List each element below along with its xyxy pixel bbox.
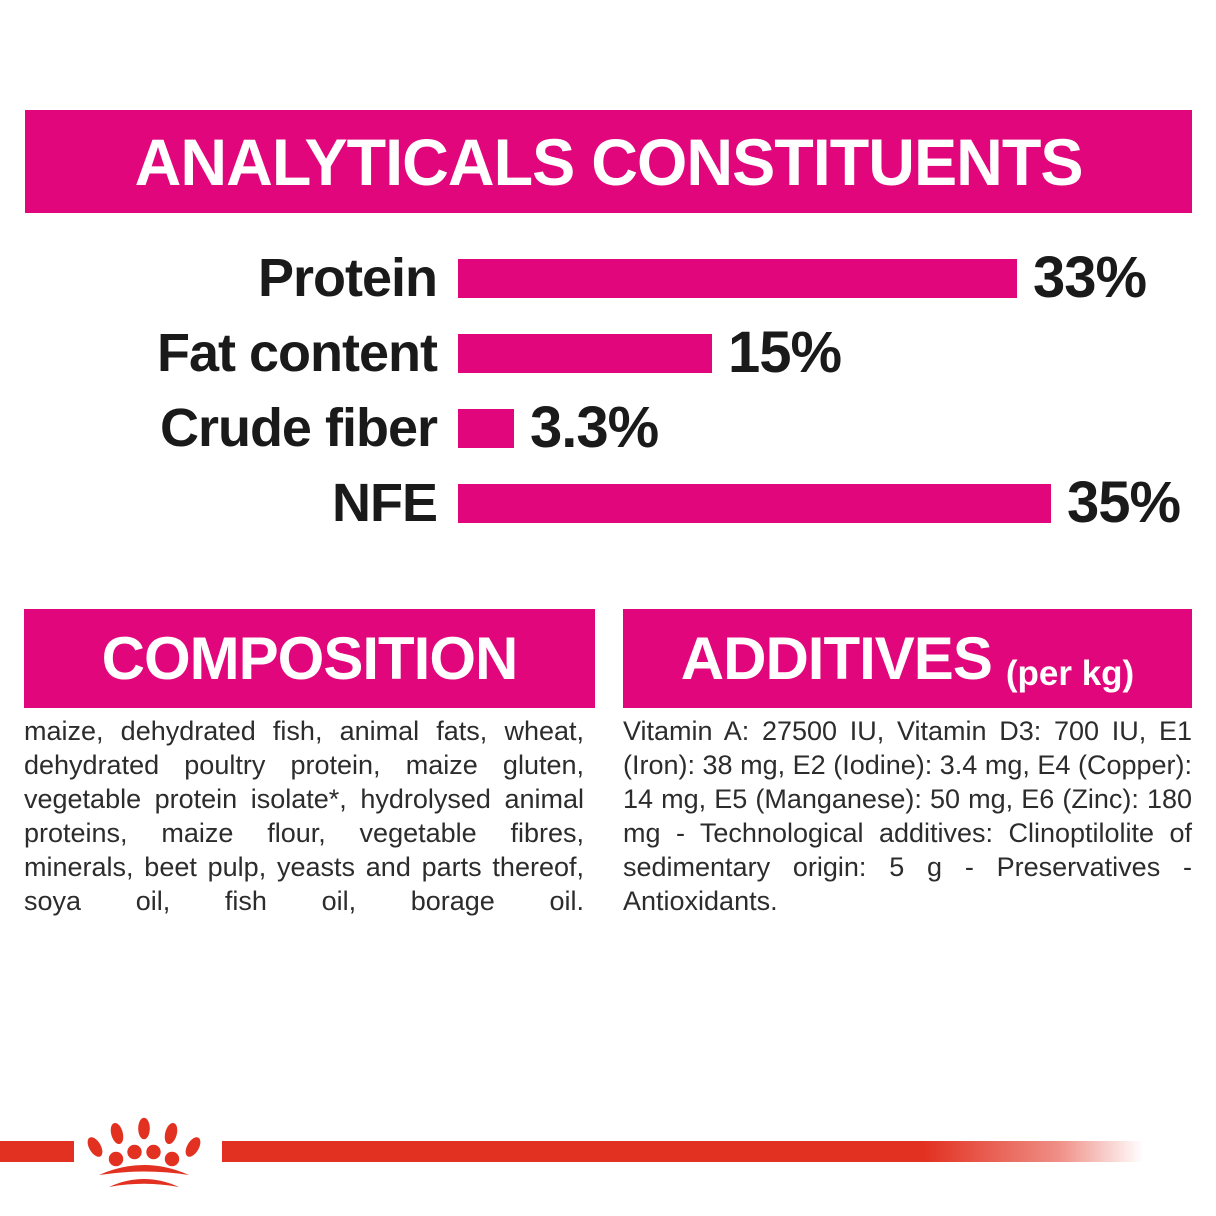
additives-title-row: ADDITIVES (per kg) <box>681 609 1134 708</box>
bar-row-fat-content: Fat content 15% <box>0 320 842 385</box>
bar-label-protein: Protein <box>257 248 438 308</box>
bar-value-crude-fiber: 3.3% <box>530 395 659 460</box>
composition-title: COMPOSITION <box>101 625 519 692</box>
composition-banner: COMPOSITION <box>24 609 595 708</box>
bar-label-nfe: NFE <box>332 473 438 533</box>
additives-unit-label: (per kg) <box>1005 654 1135 693</box>
additives-body: Vitamin A: 27500 IU, Vitamin D3: 700 IU,… <box>623 716 1192 916</box>
bar-label-fat-content: Fat content <box>157 323 438 383</box>
bar-row-crude-fiber: Crude fiber 3.3% <box>0 395 659 460</box>
bar-value-fat-content: 15% <box>728 320 842 385</box>
additives-title: ADDITIVES <box>680 625 993 692</box>
analyticals-constituents-title: ANALYTICALS CONSTITUENTS <box>134 124 1084 199</box>
bar-row-nfe: NFE 35% <box>0 470 1181 535</box>
footer-red-stripe <box>0 1141 1216 1162</box>
bar-label-crude-fiber: Crude fiber <box>159 398 438 458</box>
bar-row-protein: Protein 33% <box>0 245 1147 310</box>
composition-body: maize, dehydrated fish, animal fats, whe… <box>24 716 584 916</box>
additives-banner: ADDITIVES (per kg) <box>623 609 1192 708</box>
analyticals-constituents-banner: ANALYTICALS CONSTITUENTS <box>25 110 1192 213</box>
bar-nfe <box>458 483 1051 523</box>
bar-fat-content <box>458 333 712 373</box>
bar-value-nfe: 35% <box>1067 470 1181 535</box>
bar-value-protein: 33% <box>1033 245 1147 310</box>
crown-paw-logo-icon <box>87 1117 201 1187</box>
bar-protein <box>458 258 1017 298</box>
bar-crude-fiber <box>458 408 514 448</box>
